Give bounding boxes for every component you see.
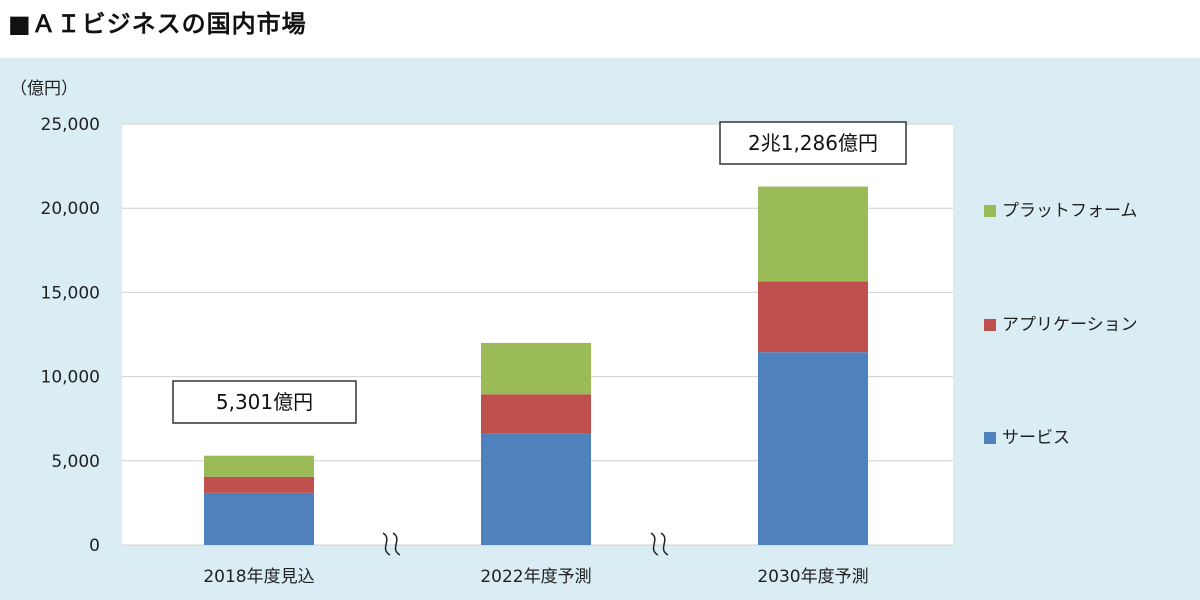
- y-tick-label: 10,000: [41, 368, 100, 388]
- bar-segment: [481, 342, 591, 395]
- bar-segment: [204, 476, 314, 493]
- axis-break-mark: [660, 532, 669, 556]
- y-tick-label: 15,000: [41, 283, 100, 303]
- bar-segment: [758, 186, 868, 282]
- legend-label: アプリケーション: [1002, 315, 1138, 335]
- bar-segment: [758, 281, 868, 353]
- chart-panel: 0 5,000 10,000 15,000 20,000 25,000 （億円） 2018年度…: [0, 58, 1200, 600]
- axis-break-mark: [392, 532, 401, 556]
- y-tick-label: 0: [89, 536, 100, 556]
- legend-label: サービス: [1002, 428, 1070, 448]
- stacked-bar-chart: 0 5,000 10,000 15,000 20,000 25,000 （億円） 2018年度…: [10, 79, 1138, 587]
- total-callout-box: [172, 380, 357, 424]
- bar-segment: [204, 455, 314, 477]
- x-category-label: 2030年度予測: [757, 567, 868, 587]
- y-tick-label: 5,000: [51, 452, 100, 472]
- bar-segment: [481, 394, 591, 434]
- legend-swatch: [984, 205, 996, 217]
- axis-break-mark: [650, 532, 659, 556]
- page-title: ■ＡＩビジネスの国内市場: [8, 10, 307, 38]
- axis-break-mark: [382, 532, 391, 556]
- legend-swatch: [984, 319, 996, 331]
- bar-segment: [758, 352, 868, 545]
- y-unit-label: （億円）: [10, 79, 78, 99]
- x-category-label: 2022年度予測: [480, 567, 591, 587]
- bar-segment: [204, 492, 314, 545]
- legend-label: プラットフォーム: [1002, 201, 1138, 221]
- y-tick-label: 25,000: [41, 115, 100, 135]
- total-callout-label: 2兆1,286億円: [748, 131, 878, 155]
- legend-swatch: [984, 432, 996, 444]
- total-callout-label: 5,301億円: [216, 390, 313, 414]
- x-category-label: 2018年度見込: [203, 567, 314, 587]
- bar-segment: [481, 433, 591, 545]
- y-tick-label: 20,000: [41, 199, 100, 219]
- total-callout-box: [719, 121, 907, 165]
